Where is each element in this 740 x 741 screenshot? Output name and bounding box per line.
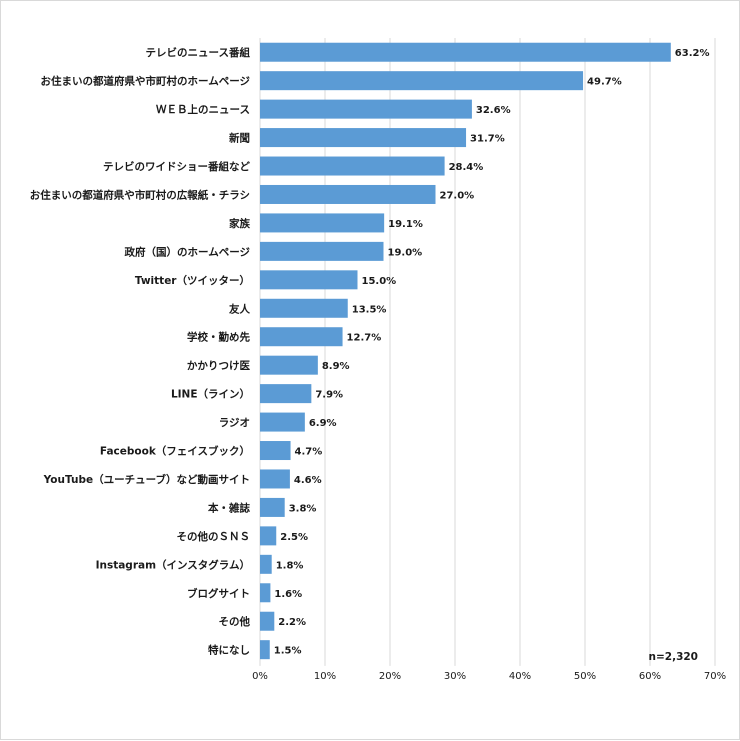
bar <box>260 71 584 91</box>
bar <box>260 270 358 290</box>
bar <box>260 327 343 347</box>
value-label: 19.1% <box>388 219 423 230</box>
category-label: 新聞 <box>229 132 250 145</box>
bar <box>260 611 275 631</box>
value-label: 1.6% <box>274 589 302 600</box>
category-label: 学校・勤め先 <box>187 331 250 344</box>
value-label: 63.2% <box>675 48 710 59</box>
x-axis-tick-labels: 0% 10% 20% 30% 40% 50% 60% 70% <box>252 671 726 682</box>
value-label: 7.9% <box>315 390 343 401</box>
category-label: 政府（国）のホームページ <box>125 245 251 258</box>
value-label: 32.6% <box>476 105 511 116</box>
category-label: 本・雑誌 <box>208 501 250 514</box>
bar <box>260 298 348 318</box>
x-tick-label: 40% <box>509 671 531 682</box>
category-label: テレビのニュース番組 <box>146 46 251 59</box>
value-label: 49.7% <box>587 77 622 88</box>
category-label: LINE（ライン） <box>171 388 250 401</box>
bar <box>260 640 270 660</box>
category-label: 家族 <box>229 217 250 230</box>
category-label: Facebook（フェイスブック） <box>100 445 250 458</box>
value-label: 4.6% <box>294 475 322 486</box>
bar <box>260 412 305 432</box>
category-label: お住まいの都道府県や市町村のホームページ <box>41 75 251 88</box>
value-label: 28.4% <box>449 162 484 173</box>
value-label: 4.7% <box>295 447 323 458</box>
bar <box>260 441 291 461</box>
bar <box>260 469 290 489</box>
category-label: ブログサイト <box>187 587 250 600</box>
bar <box>260 184 436 204</box>
value-label: 31.7% <box>470 134 505 145</box>
value-label: 6.9% <box>309 418 337 429</box>
bar <box>260 355 318 375</box>
value-label: 1.8% <box>276 560 304 571</box>
category-label: 特になし <box>208 644 250 657</box>
x-tick-label: 20% <box>379 671 401 682</box>
value-label: 15.0% <box>362 276 397 287</box>
category-label: ラジオ <box>219 417 250 429</box>
value-label: 3.8% <box>289 503 317 514</box>
x-tick-label: 60% <box>639 671 661 682</box>
value-label: 8.9% <box>322 361 350 372</box>
category-label: かかりつけ医 <box>187 360 251 372</box>
bars <box>260 42 671 660</box>
bar <box>260 213 385 233</box>
category-label: Twitter（ツイッター） <box>135 274 250 287</box>
x-tick-label: 10% <box>314 671 336 682</box>
bar <box>260 384 312 404</box>
bar <box>260 99 472 119</box>
value-label: 27.0% <box>440 190 475 201</box>
category-label: テレビのワイドショー番組など <box>103 160 250 173</box>
category-label: その他のＳＮＳ <box>177 530 251 543</box>
x-tick-label: 70% <box>704 671 726 682</box>
sample-size-note: n=2,320 <box>649 651 699 663</box>
value-label: 2.2% <box>278 617 306 628</box>
category-label: YouTube（ユーチューブ）など動画サイト <box>43 473 250 486</box>
x-tick-label: 0% <box>252 671 268 682</box>
value-label: 1.5% <box>274 646 302 657</box>
bar <box>260 128 467 148</box>
value-label: 13.5% <box>352 304 387 315</box>
bar <box>260 554 272 574</box>
value-label: 19.0% <box>388 247 423 258</box>
category-label: Instagram（インスタグラム） <box>96 558 250 571</box>
value-labels: 63.2% 49.7% 32.6% 31.7% 28.4% 27.0% 19.1% 19.0%… <box>274 48 710 656</box>
bar <box>260 497 285 517</box>
bar <box>260 526 277 546</box>
bar <box>260 241 384 261</box>
category-label: その他 <box>219 615 251 628</box>
x-tick-label: 50% <box>574 671 596 682</box>
category-label: 友人 <box>228 302 250 315</box>
category-label: お住まいの都道府県や市町村の広報紙・チラシ <box>30 188 250 201</box>
value-label: 12.7% <box>347 333 382 344</box>
bar <box>260 42 671 62</box>
bar <box>260 583 271 603</box>
bar <box>260 156 445 176</box>
value-label: 2.5% <box>280 532 308 543</box>
x-tick-label: 30% <box>444 671 466 682</box>
category-label: ＷＥＢ上のニュース <box>156 103 250 116</box>
